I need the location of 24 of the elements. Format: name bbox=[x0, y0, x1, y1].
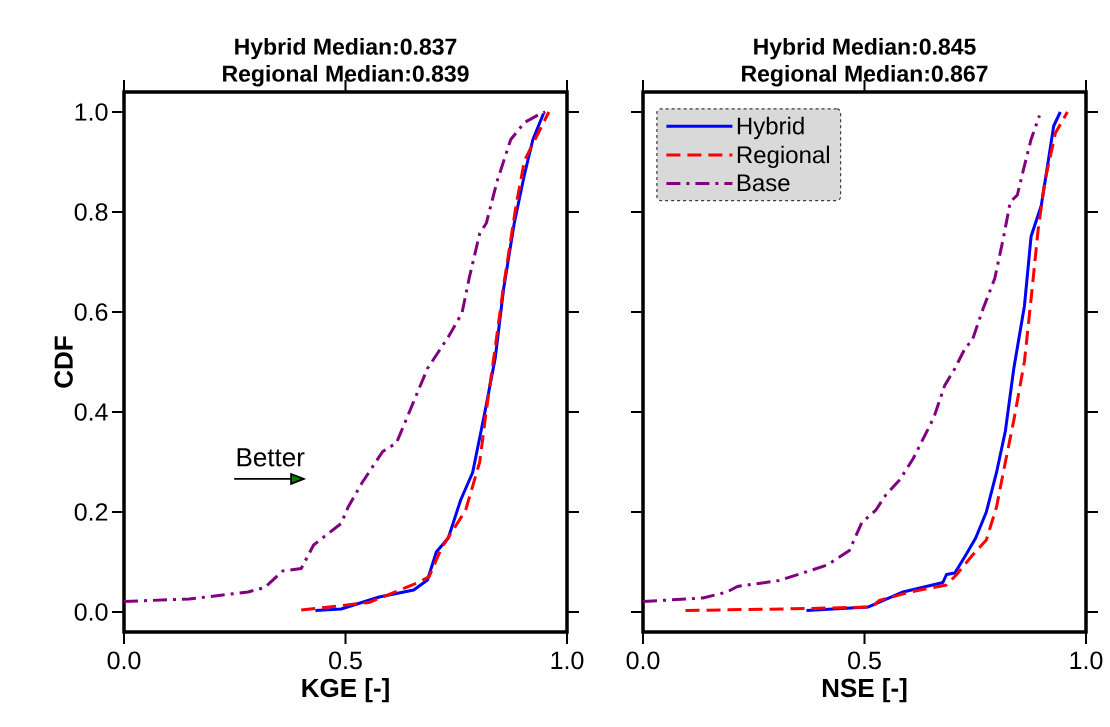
annotation: Better bbox=[237, 448, 305, 467]
y-tick-label: 0.6 bbox=[74, 303, 108, 321]
y-tick-label: 0.4 bbox=[74, 403, 108, 421]
x-tick-label: 1.0 bbox=[1070, 651, 1103, 670]
line-series bbox=[124, 110, 547, 603]
chart-subtitle: Regional Median:0.867 bbox=[742, 64, 988, 87]
y-tick-label: 0.0 bbox=[74, 603, 108, 621]
x-axis-title: NSE [-] bbox=[822, 678, 907, 703]
x-axis-title: KGE [-] bbox=[302, 678, 389, 703]
x-tick-label: 0.0 bbox=[107, 651, 141, 670]
x-tick-label: 0.5 bbox=[329, 651, 362, 670]
y-tick-label: 0.2 bbox=[74, 503, 108, 521]
chart-title: Hybrid Median:0.845 bbox=[754, 37, 976, 60]
legend-label: Hybrid bbox=[737, 116, 804, 140]
y-tick-label: 0.8 bbox=[74, 203, 108, 221]
chart-title: Hybrid Median:0.837 bbox=[235, 37, 457, 60]
y-axis-title: CDF bbox=[54, 336, 73, 388]
x-tick-label: 0.5 bbox=[848, 651, 881, 670]
x-tick-label: 0.0 bbox=[626, 651, 660, 670]
y-tick-label: 1.0 bbox=[75, 103, 108, 121]
x-tick-label: 1.0 bbox=[551, 651, 584, 670]
legend-label: Base bbox=[737, 174, 790, 192]
chart-subtitle: Regional Median:0.839 bbox=[223, 64, 469, 87]
legend-label: Regional bbox=[737, 145, 829, 169]
